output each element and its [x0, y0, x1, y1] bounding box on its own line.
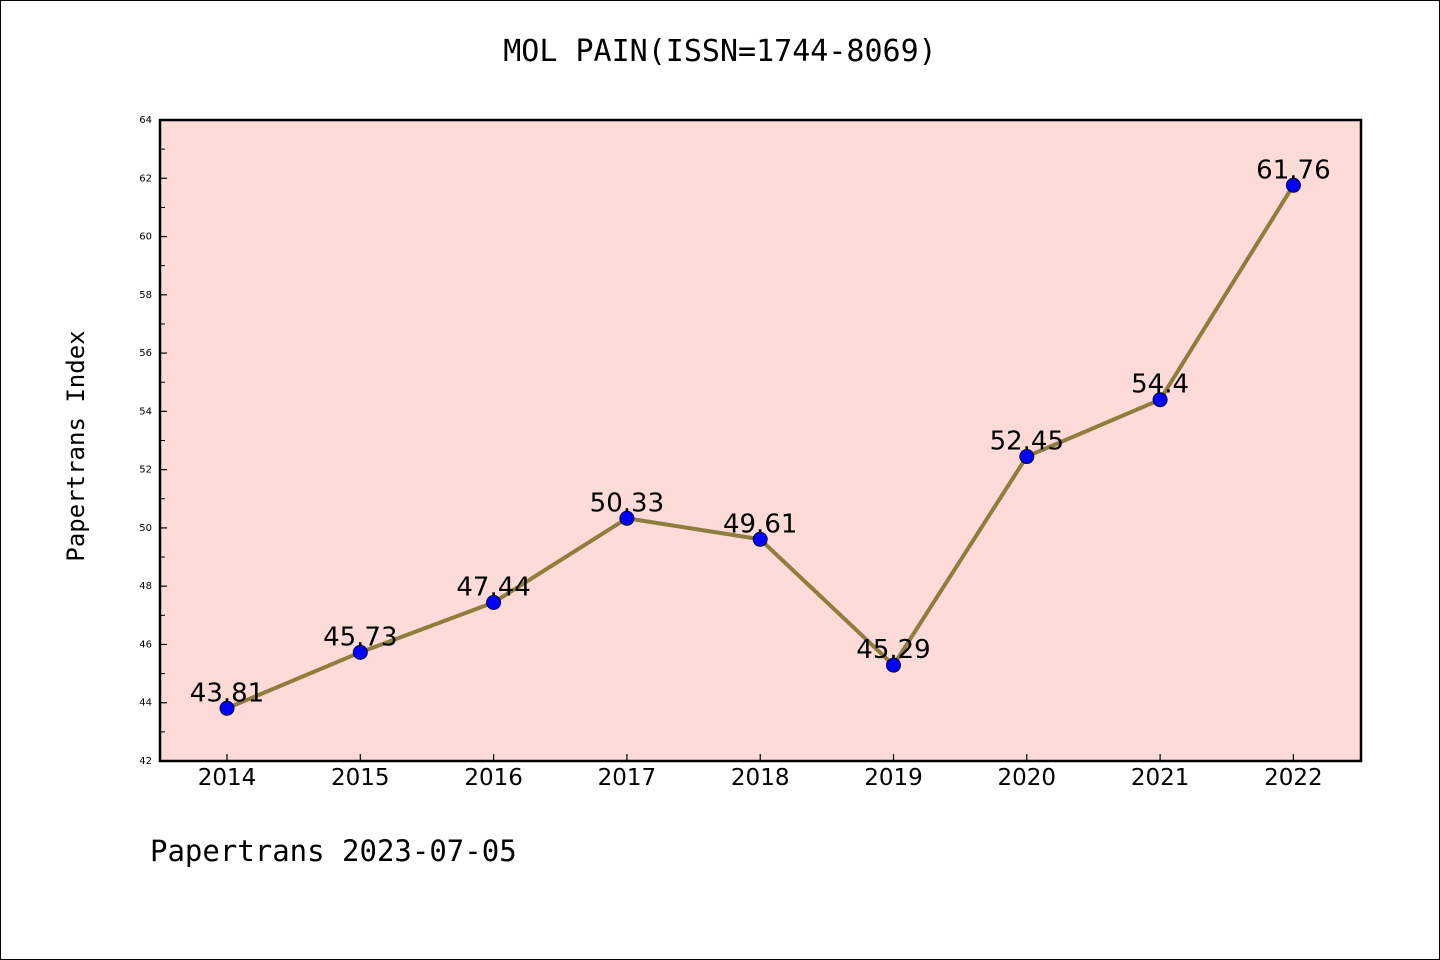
- data-label: 50.33: [590, 488, 664, 518]
- data-point: [619, 510, 635, 526]
- y-tick-label: 48: [139, 581, 152, 592]
- data-point: [1019, 449, 1035, 465]
- plot-area: [160, 120, 1361, 761]
- x-tick-label: 2021: [1131, 765, 1190, 791]
- y-tick-label: 46: [139, 639, 152, 650]
- data-point: [752, 531, 768, 547]
- x-tick-label: 2015: [331, 765, 390, 791]
- y-tick-label: 58: [139, 290, 152, 301]
- data-label: 61.76: [1256, 155, 1330, 185]
- y-tick-label: 50: [139, 523, 152, 534]
- y-tick-label: 56: [139, 348, 152, 359]
- x-tick-label: 2016: [464, 765, 523, 791]
- chart-title: MOL PAIN(ISSN=1744-8069): [503, 34, 937, 69]
- x-tick-label: 2019: [864, 765, 923, 791]
- data-point: [1152, 392, 1168, 408]
- y-axis-ticks: 42 44 46 48 50 52 54 56 58 60 62 64: [139, 115, 167, 767]
- data-label: 43.81: [190, 678, 264, 708]
- y-tick-label: 62: [139, 173, 152, 184]
- data-label: 45.29: [856, 635, 930, 665]
- data-labels: 43.81 45.73 47.44 50.33 49.61 45.29 52.45 54.4 6…: [190, 155, 1331, 708]
- data-point: [486, 594, 502, 610]
- data-label: 54.4: [1131, 370, 1189, 400]
- x-tick-label: 2018: [731, 765, 790, 791]
- data-point: [352, 644, 368, 660]
- data-label: 49.61: [723, 509, 797, 539]
- y-tick-label: 52: [139, 465, 152, 476]
- data-points: [219, 177, 1301, 716]
- data-point: [1285, 177, 1301, 193]
- x-tick-label: 2014: [198, 765, 257, 791]
- footer-date: Papertrans 2023-07-05: [150, 834, 517, 868]
- data-label: 47.44: [456, 572, 530, 602]
- x-tick-label: 2017: [598, 765, 657, 791]
- plot-border: [158, 118, 1363, 763]
- data-point: [886, 657, 901, 673]
- y-tick-label: 42: [139, 756, 152, 767]
- data-point: [219, 700, 235, 716]
- y-tick-label: 44: [139, 698, 152, 709]
- data-label: 45.73: [323, 622, 397, 652]
- y-tick-label: 64: [139, 115, 152, 126]
- x-tick-label: 2020: [998, 765, 1057, 791]
- data-label: 52.45: [990, 427, 1064, 457]
- x-axis-ticks: 2014 2015 2016 2017 2018 2019 2020 2021 2022: [198, 754, 1323, 791]
- x-tick-label: 2022: [1264, 765, 1323, 791]
- y-tick-label: 60: [139, 232, 152, 243]
- y-tick-label: 54: [139, 406, 152, 417]
